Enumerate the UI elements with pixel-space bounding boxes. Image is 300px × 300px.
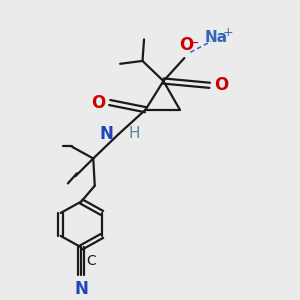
Text: N: N (74, 280, 88, 298)
Text: C: C (87, 254, 96, 268)
Text: −: − (189, 37, 200, 50)
Text: O: O (179, 36, 193, 54)
Text: N: N (99, 125, 113, 143)
Text: Na: Na (204, 31, 227, 46)
Text: H: H (128, 126, 140, 141)
Text: O: O (214, 76, 229, 94)
Text: +: + (223, 26, 233, 39)
Text: O: O (91, 94, 105, 112)
